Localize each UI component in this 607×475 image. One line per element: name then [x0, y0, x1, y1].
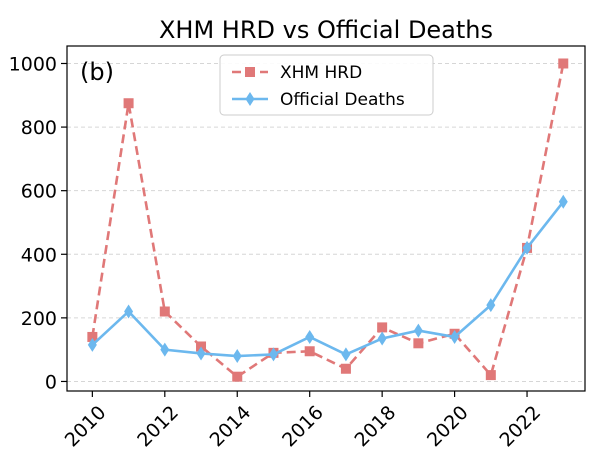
data-point: [522, 240, 532, 255]
data-point: [87, 337, 97, 352]
legend-marker: [245, 92, 255, 106]
data-point: [304, 346, 315, 357]
data-point: [485, 370, 496, 381]
series-line: [91, 63, 565, 379]
y-tick-label: 600: [21, 181, 57, 203]
chart-title: XHM HRD vs Official Deaths: [159, 16, 493, 44]
x-axis: 2010 2012 2014 2016 2018 2020 2022: [61, 391, 545, 451]
y-tick-label: 800: [21, 117, 57, 139]
x-tick-label: 2018: [351, 402, 401, 452]
data-point: [232, 349, 242, 364]
x-tick-label: 2016: [278, 402, 328, 452]
legend-label: XHM HRD: [280, 63, 362, 83]
data-point: [305, 329, 315, 344]
y-tick-label: 0: [45, 371, 57, 393]
data-point: [341, 347, 351, 362]
data-point: [268, 347, 278, 362]
legend-marker: [245, 67, 255, 77]
data-point: [196, 346, 206, 361]
data-point: [87, 331, 98, 342]
data-point: [160, 342, 170, 357]
series-line: [91, 201, 565, 358]
x-tick-label: 2010: [61, 402, 111, 452]
data-point: [377, 322, 388, 333]
y-tick-label: 200: [21, 308, 57, 330]
plot-frame: [66, 45, 586, 392]
data-point: [450, 329, 460, 344]
data-point: [159, 306, 170, 317]
legend-label: Official Deaths: [280, 90, 405, 110]
data-point: [377, 331, 387, 346]
data-point: [558, 58, 569, 69]
series-group: [87, 58, 569, 382]
y-tick-label: 400: [21, 244, 57, 266]
data-point: [124, 304, 134, 319]
legend: XHM HRD Official Deaths: [219, 54, 434, 116]
data-point: [486, 298, 496, 313]
y-tick-label: 1000: [9, 53, 57, 75]
x-tick-label: 2012: [133, 402, 183, 452]
data-point: [558, 194, 568, 209]
data-point: [232, 371, 243, 382]
x-tick-label: 2020: [423, 402, 473, 452]
data-point: [123, 98, 134, 109]
x-tick-label: 2022: [495, 402, 545, 452]
panel-label: (b): [80, 58, 114, 86]
x-tick-label: 2014: [206, 402, 256, 452]
data-point: [340, 363, 351, 374]
y-axis: 0 200 400 600 800 1000: [9, 53, 67, 393]
data-point: [413, 323, 423, 338]
data-point: [413, 338, 424, 349]
legend-box: [219, 54, 434, 116]
